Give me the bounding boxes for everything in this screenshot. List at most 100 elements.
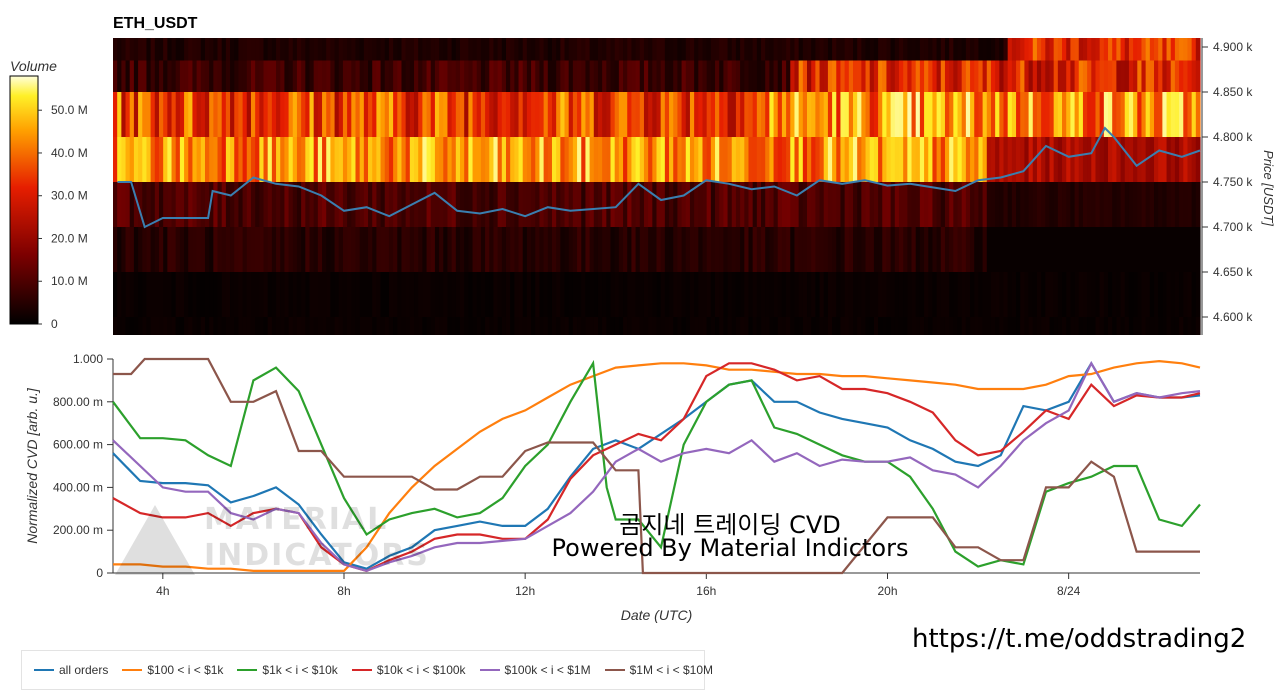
legend-label: $1k < i < $10k <box>262 663 338 677</box>
heatmap-cell <box>309 182 315 227</box>
heatmap-cell <box>664 38 670 61</box>
heatmap-cell <box>489 317 495 335</box>
heatmap-cell <box>836 317 842 335</box>
heatmap-cell <box>907 92 913 137</box>
heatmap-cell <box>953 60 959 92</box>
heatmap-cell <box>953 92 959 137</box>
telegram-url[interactable]: https://t.me/oddstrading2 <box>912 624 1247 654</box>
heatmap-cell <box>460 317 465 335</box>
heatmap-cell <box>167 137 173 182</box>
heatmap-cell <box>472 38 478 61</box>
heatmap-cell <box>1007 137 1013 182</box>
heatmap-cell <box>368 92 373 137</box>
heatmap-cell <box>455 272 461 317</box>
heatmap-cell <box>1062 317 1067 335</box>
heatmap-cell <box>773 182 779 227</box>
heatmap-cell <box>351 182 357 227</box>
heatmap-cell <box>322 92 327 137</box>
heatmap-cell <box>581 60 587 92</box>
heatmap-cell <box>673 92 678 137</box>
heatmap-cell <box>326 272 331 317</box>
heatmap-cell <box>631 227 637 272</box>
heatmap-cell <box>221 92 227 137</box>
heatmap-cell <box>593 182 599 227</box>
heatmap-cell <box>405 317 411 335</box>
heatmap-cell <box>551 38 557 61</box>
heatmap-cell <box>414 60 419 92</box>
heatmap-cell <box>564 317 570 335</box>
heatmap-cell <box>1045 182 1051 227</box>
heatmap-cell <box>1020 60 1026 92</box>
heatmap-cell <box>735 137 741 182</box>
heatmap-cell <box>1137 38 1143 61</box>
heatmap-cell <box>1028 137 1034 182</box>
heatmap-cell <box>1041 92 1046 137</box>
heatmap-cell <box>1133 60 1138 92</box>
heatmap-cell <box>280 317 286 335</box>
heatmap-cell <box>815 182 821 227</box>
heatmap-cell <box>393 137 398 182</box>
heatmap-cell <box>271 38 277 61</box>
heatmap-cell <box>869 137 875 182</box>
legend-swatch <box>122 669 143 671</box>
heatmap-cell <box>1116 317 1122 335</box>
legend-item[interactable]: $1M < i < $10M <box>604 663 713 677</box>
heatmap-cell <box>656 137 662 182</box>
heatmap-cell <box>568 227 574 272</box>
legend-item[interactable]: all orders <box>34 663 108 677</box>
heatmap-cell <box>882 38 888 61</box>
heatmap-cell <box>823 317 829 335</box>
heatmap-cell <box>698 272 704 317</box>
heatmap-cell <box>539 227 545 272</box>
heatmap-cell <box>999 92 1005 137</box>
legend-item[interactable]: $100 < i < $1k <box>122 663 223 677</box>
heatmap-cell <box>961 182 967 227</box>
heatmap-cell <box>163 38 168 61</box>
heatmap-cell <box>572 60 578 92</box>
heatmap-cell <box>510 272 515 317</box>
heatmap-cell <box>915 60 921 92</box>
heatmap-cell <box>175 272 181 317</box>
heatmap-cell <box>643 38 649 61</box>
heatmap-cell <box>873 60 879 92</box>
heatmap-cell <box>681 92 687 137</box>
legend-item[interactable]: $100k < i < $1M <box>479 663 591 677</box>
heatmap-cell <box>146 60 152 92</box>
legend-item[interactable]: $10k < i < $100k <box>351 663 466 677</box>
heatmap-cell <box>246 227 252 272</box>
heatmap-cell <box>861 38 867 61</box>
heatmap-cell <box>639 60 645 92</box>
heatmap-cell <box>560 182 566 227</box>
heatmap-cell <box>807 272 812 317</box>
heatmap-cell <box>171 272 177 317</box>
heatmap-cell <box>652 272 658 317</box>
heatmap-cell <box>928 227 934 272</box>
heatmap-cell <box>727 182 733 227</box>
heatmap-cell <box>949 272 954 317</box>
legend-item[interactable]: $1k < i < $10k <box>237 663 338 677</box>
heatmap-cell <box>221 227 227 272</box>
heatmap-cell <box>1124 317 1130 335</box>
heatmap-cell <box>802 92 808 137</box>
heatmap-cell <box>326 38 331 61</box>
heatmap-cell <box>125 60 131 92</box>
heatmap-cell <box>363 227 369 272</box>
heatmap-cell <box>748 92 754 137</box>
heatmap-cell <box>744 137 750 182</box>
heatmap-cell <box>915 38 921 61</box>
heatmap-cell <box>1154 182 1159 227</box>
heatmap-cell <box>894 38 900 61</box>
heatmap-cell <box>1137 182 1143 227</box>
heatmap-cell <box>635 317 641 335</box>
heatmap-cell <box>255 272 260 317</box>
heatmap-cell <box>284 92 290 137</box>
heatmap-cell <box>1141 227 1147 272</box>
heatmap-cell <box>230 317 235 335</box>
heatmap-cell <box>840 182 846 227</box>
heatmap-cell <box>485 60 490 92</box>
heatmap-cell <box>1016 272 1021 317</box>
heatmap-cell <box>623 227 628 272</box>
heatmap-cell <box>982 38 988 61</box>
heatmap-cell <box>485 182 490 227</box>
